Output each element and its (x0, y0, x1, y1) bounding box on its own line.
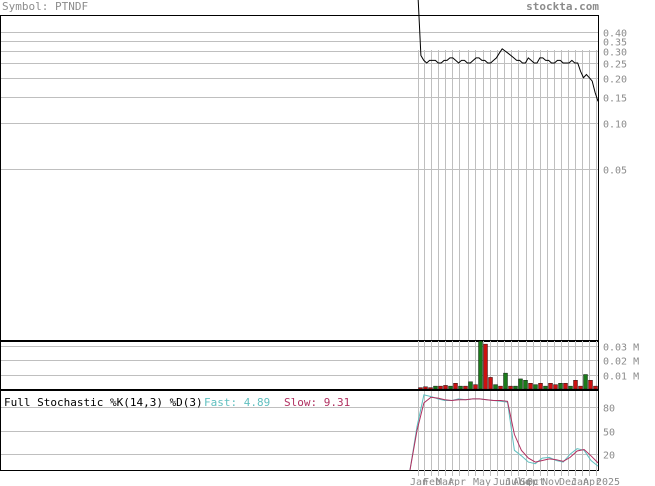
volume-bar (478, 340, 483, 390)
volume-bar (553, 384, 558, 390)
stochastic-fast-label: Fast: 4.89 (204, 396, 271, 409)
x-tick-label: Sep (520, 477, 538, 486)
x-tick-label: Aug (513, 477, 531, 486)
price-panel-frame (0, 15, 599, 341)
chart-grid (1, 32, 598, 476)
price-tick-label: 0.25 (603, 60, 627, 71)
volume-bar (583, 374, 588, 390)
volume-bar (463, 385, 468, 390)
volume-bar (438, 385, 443, 390)
price-series (417, 0, 599, 102)
volume-axis: 0.03 M 0.02 M 0.01 M (603, 343, 639, 383)
volume-bar (563, 383, 568, 390)
volume-tick-label: 0.02 M (603, 357, 639, 368)
x-tick-label: Dec (559, 477, 577, 486)
volume-bar (468, 381, 473, 390)
volume-bars (418, 340, 598, 390)
volume-bar (573, 380, 578, 390)
x-tick-label: Apr (583, 477, 601, 486)
volume-bar (473, 384, 478, 390)
volume-bar (518, 378, 523, 390)
x-tick-label: Nov (542, 477, 560, 486)
stochastic-tick-label: 80 (603, 404, 615, 415)
volume-bar (588, 380, 593, 390)
volume-bar (528, 383, 533, 390)
price-tick-label: 0.10 (603, 120, 627, 131)
stochastic-fast-line (409, 394, 599, 471)
volume-bar (443, 385, 448, 390)
price-tick-label: 0.35 (603, 38, 627, 49)
volume-bar (543, 385, 548, 390)
x-tick-label: Apr (448, 477, 466, 486)
x-tick-label: Jan (571, 477, 589, 486)
volume-bar (523, 380, 528, 390)
volume-bar (453, 383, 458, 390)
volume-bar (538, 383, 543, 390)
stochastic-series (409, 394, 599, 471)
volume-bar (448, 385, 453, 390)
volume-bar (483, 343, 488, 390)
stochastic-slow-line (409, 396, 599, 471)
x-tick-label: May (473, 477, 491, 486)
volume-tick-label: 0.01 M (603, 372, 639, 383)
symbol-label: Symbol: PTNDF (2, 0, 89, 13)
volume-bar (508, 385, 513, 390)
stochastic-tick-label: 20 (603, 451, 615, 462)
volume-bar (568, 385, 573, 390)
x-tick-label: 2025 (596, 477, 620, 486)
volume-bar (503, 372, 508, 390)
volume-bar (458, 385, 463, 390)
price-line (417, 0, 599, 102)
volume-bar (533, 384, 538, 390)
volume-panel-frame (0, 341, 599, 390)
volume-bar (498, 385, 503, 390)
price-tick-label: 0.20 (603, 75, 627, 86)
x-tick-label: Mar (436, 477, 454, 486)
stochastic-axis: 80 50 20 (603, 404, 615, 462)
volume-bar (428, 387, 433, 390)
price-tick-label: 0.40 (603, 29, 627, 40)
x-tick-label: Jan (410, 477, 428, 486)
volume-tick-label: 0.03 M (603, 343, 639, 354)
price-axis: 0.400.350.300.25 0.20 0.15 0.10 0.05 (603, 29, 627, 177)
price-tick-label: 0.15 (603, 94, 627, 105)
stochastic-slow-label: Slow: 9.31 (284, 396, 351, 409)
stochastic-tick-label: 50 (603, 428, 615, 439)
volume-bar (423, 386, 428, 390)
volume-bar (578, 385, 583, 390)
volume-bar (418, 387, 423, 390)
volume-bar (513, 385, 518, 390)
price-tick-label: 0.30 (603, 48, 627, 59)
stochastic-panel-frame (0, 390, 599, 471)
x-tick-label: Jun (493, 477, 511, 486)
volume-bar (433, 385, 438, 390)
price-tick-label: 0.05 (603, 166, 627, 177)
stochastic-title: Full Stochastic %K(14,3) %D(3) (4, 396, 203, 409)
volume-bar (558, 383, 563, 390)
volume-bar (548, 383, 553, 390)
volume-bar (493, 384, 498, 390)
volume-bar (488, 377, 493, 390)
x-tick-label: Feb (423, 477, 441, 486)
x-tick-label: Jul (505, 477, 523, 486)
x-tick-label: Oct (527, 477, 545, 486)
brand-logo: stockta.com (526, 0, 599, 13)
volume-bar (593, 385, 598, 390)
